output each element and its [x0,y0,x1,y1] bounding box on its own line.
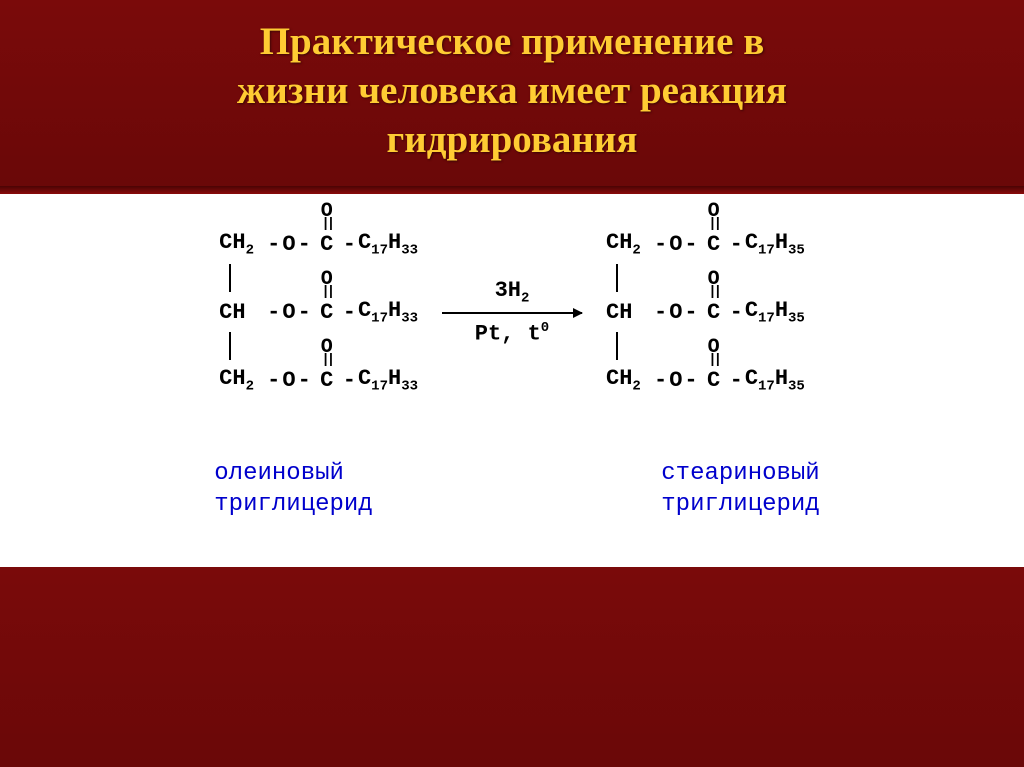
header-divider [0,186,1024,194]
footer-background [0,567,1024,767]
bond-vertical [219,264,265,292]
product-row-2: CH -O- O||C - C17H35 [606,292,805,332]
arrow-reagent: 3H2 [495,278,530,306]
arrow-line-icon [442,312,582,314]
bond-vertical [219,332,265,360]
reactant-molecule: CH2 -O- O||C - C17H33 CH -O- O||C - C17H… [219,224,418,400]
reaction-equation: CH2 -O- O||C - C17H33 CH -O- O||C - C17H… [0,194,1024,430]
product-row-3: CH2 -O- O||C - C17H35 [606,360,805,400]
reaction-arrow: 3H2 Pt, t0 [430,278,594,347]
title-line-1: Практическое применение в [260,20,765,63]
bond-vertical [606,332,652,360]
reactant-row-1: CH2 -O- O||C - C17H33 [219,224,418,264]
reactant-row-3: CH2 -O- O||C - C17H33 [219,360,418,400]
title-line-3: гидрирования [387,118,638,161]
arrow-conditions: Pt, t0 [475,320,549,346]
bond-vertical [606,264,652,292]
title-line-2: жизни человека имеет реакция [237,69,787,112]
slide-title: Практическое применение в жизни человека… [0,0,1024,186]
product-molecule: CH2 -O- O||C - C17H35 CH -O- O||C - C17H… [606,224,805,400]
molecule-labels: олеиновый триглицерид стеариновый тригли… [0,430,1024,520]
reactant-row-2: CH -O- O||C - C17H33 [219,292,418,332]
reactant-label: олеиновый триглицерид [214,458,372,520]
product-label: стеариновый триглицерид [661,458,819,520]
product-row-1: CH2 -O- O||C - C17H35 [606,224,805,264]
